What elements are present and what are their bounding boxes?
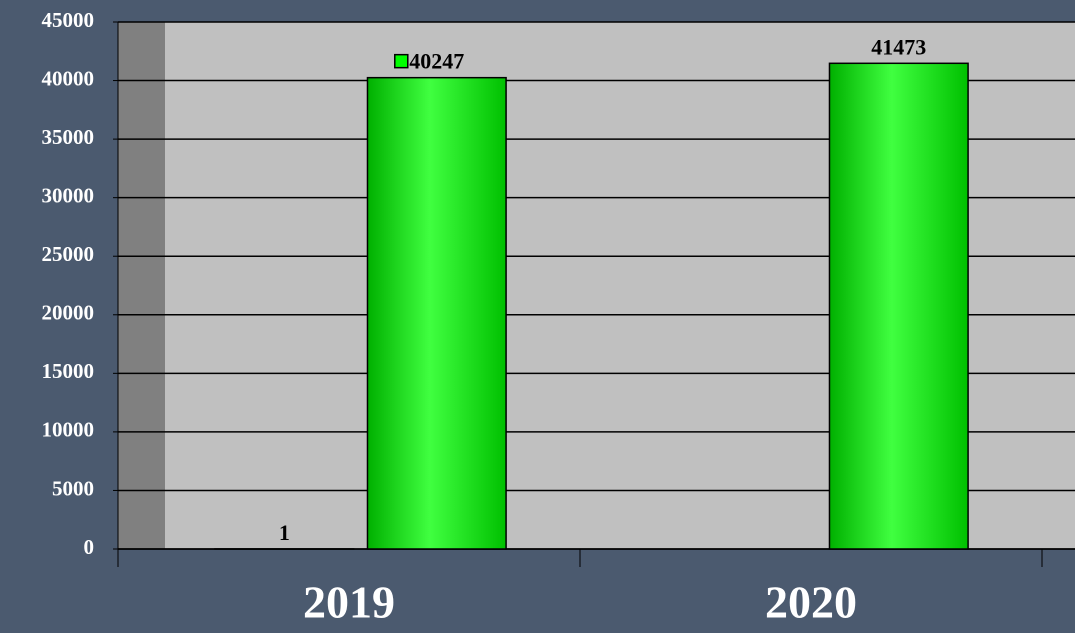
x-tick-label: 2020 (765, 577, 857, 628)
y-tick-label: 15000 (42, 359, 95, 383)
value-label: 1 (279, 520, 290, 545)
y-tick-label: 35000 (42, 125, 95, 149)
bar (828, 62, 969, 550)
y-tick-label: 20000 (42, 301, 95, 325)
y-tick-label: 30000 (42, 183, 95, 207)
side-wall (118, 22, 165, 549)
label-key (394, 53, 409, 69)
y-tick-label: 45000 (42, 8, 95, 32)
y-tick-label: 10000 (42, 418, 95, 442)
y-tick-label: 0 (84, 535, 95, 559)
y-tick-label: 40000 (42, 66, 95, 90)
value-label: 40247 (409, 49, 464, 74)
bar (366, 76, 507, 550)
x-tick-label: 2019 (303, 577, 395, 628)
value-label: 41473 (871, 34, 926, 59)
y-tick-label: 25000 (42, 242, 95, 266)
y-tick-label: 5000 (52, 476, 94, 500)
